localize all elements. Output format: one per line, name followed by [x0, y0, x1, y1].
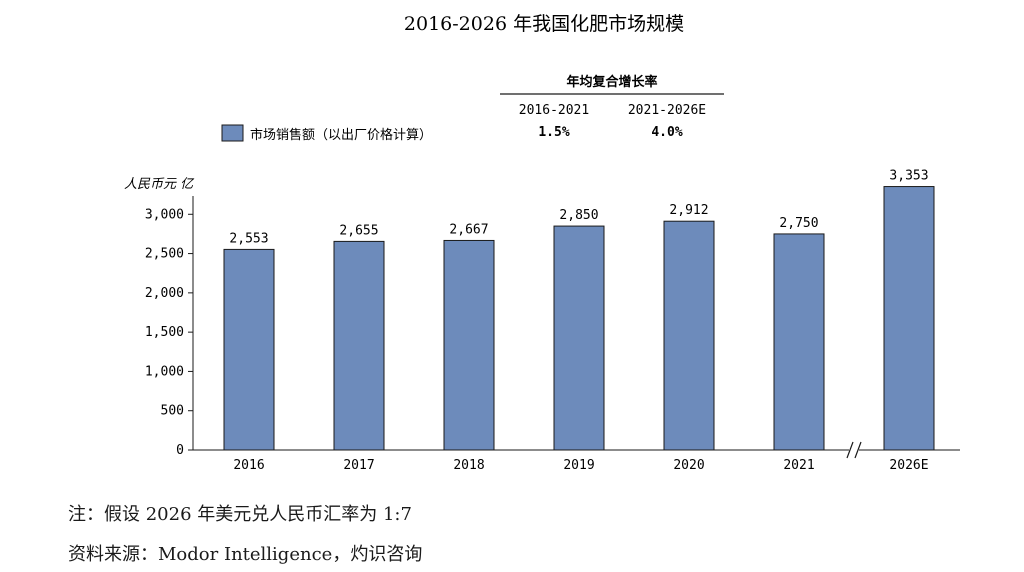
- cagr-value-1: 1.5%: [538, 125, 569, 140]
- y-tick-label: 500: [161, 404, 184, 419]
- y-tick-label: 1,500: [145, 325, 184, 340]
- data-label-2017: 2,655: [339, 223, 378, 238]
- axis-break-slash: [846, 441, 854, 459]
- source-note: 资料来源：Modor Intelligence，灼识咨询: [68, 544, 423, 565]
- cagr-period-2: 2021-2026E: [628, 103, 706, 118]
- data-label-2019: 2,850: [559, 208, 598, 223]
- cagr-header: 年均复合增长率: [566, 74, 657, 90]
- bar-2017: [333, 240, 385, 451]
- cagr-value-2: 4.0%: [651, 125, 682, 140]
- y-tick-label: 0: [176, 443, 184, 458]
- cagr-period-1: 2016-2021: [519, 103, 589, 118]
- bar-2018: [443, 239, 495, 451]
- bar-2020: [663, 220, 715, 451]
- data-label-2026E: 3,353: [889, 169, 928, 184]
- bar-2026E: [883, 186, 935, 451]
- x-tick-labels: 2016 2017 2018 2019 2020 2021 2026E: [233, 458, 928, 473]
- y-tick-label: 1,000: [145, 364, 184, 379]
- legend-label: 市场销售额（以出厂价格计算）: [250, 127, 432, 143]
- footnote: 注：假设 2026 年美元兑人民币汇率为 1:7: [68, 504, 412, 525]
- legend-swatch: [221, 124, 244, 142]
- x-tick-label-2016: 2016: [233, 458, 264, 473]
- axis-break-mark: [846, 440, 862, 460]
- y-tick-label: 2,500: [145, 247, 184, 262]
- bar-2016: [223, 248, 275, 451]
- data-label-2016: 2,553: [229, 231, 268, 246]
- y-ticks: 0 500 1,000 1,500 2,000 2,500 3,000: [145, 207, 193, 458]
- y-axis-label: 人民币元 亿: [124, 177, 195, 192]
- x-tick-label-2018: 2018: [453, 458, 484, 473]
- data-label-2021: 2,750: [779, 216, 818, 231]
- bar-2021: [773, 233, 825, 451]
- cagr-table: 年均复合增长率 2016-2021 2021-2026E 1.5% 4.0%: [500, 74, 724, 140]
- axis-break-slash: [854, 441, 862, 459]
- data-label-2020: 2,912: [669, 203, 708, 218]
- bar-2019: [553, 225, 605, 451]
- y-tick-label: 3,000: [145, 207, 184, 222]
- x-tick-label-2019: 2019: [563, 458, 594, 473]
- chart-title: 2016-2026 年我国化肥市场规模: [404, 13, 684, 35]
- legend: 市场销售额（以出厂价格计算）: [221, 124, 432, 143]
- axis-break-gap: [849, 440, 859, 460]
- y-tick-label: 2,000: [145, 286, 184, 301]
- bars: 2,553 2,655 2,667 2,850 2,912 2,750 3,353: [223, 169, 935, 451]
- x-tick-label-2020: 2020: [673, 458, 704, 473]
- x-tick-label-2017: 2017: [343, 458, 374, 473]
- x-tick-label-2026E: 2026E: [889, 458, 928, 473]
- data-label-2018: 2,667: [449, 222, 488, 237]
- x-tick-label-2021: 2021: [783, 458, 814, 473]
